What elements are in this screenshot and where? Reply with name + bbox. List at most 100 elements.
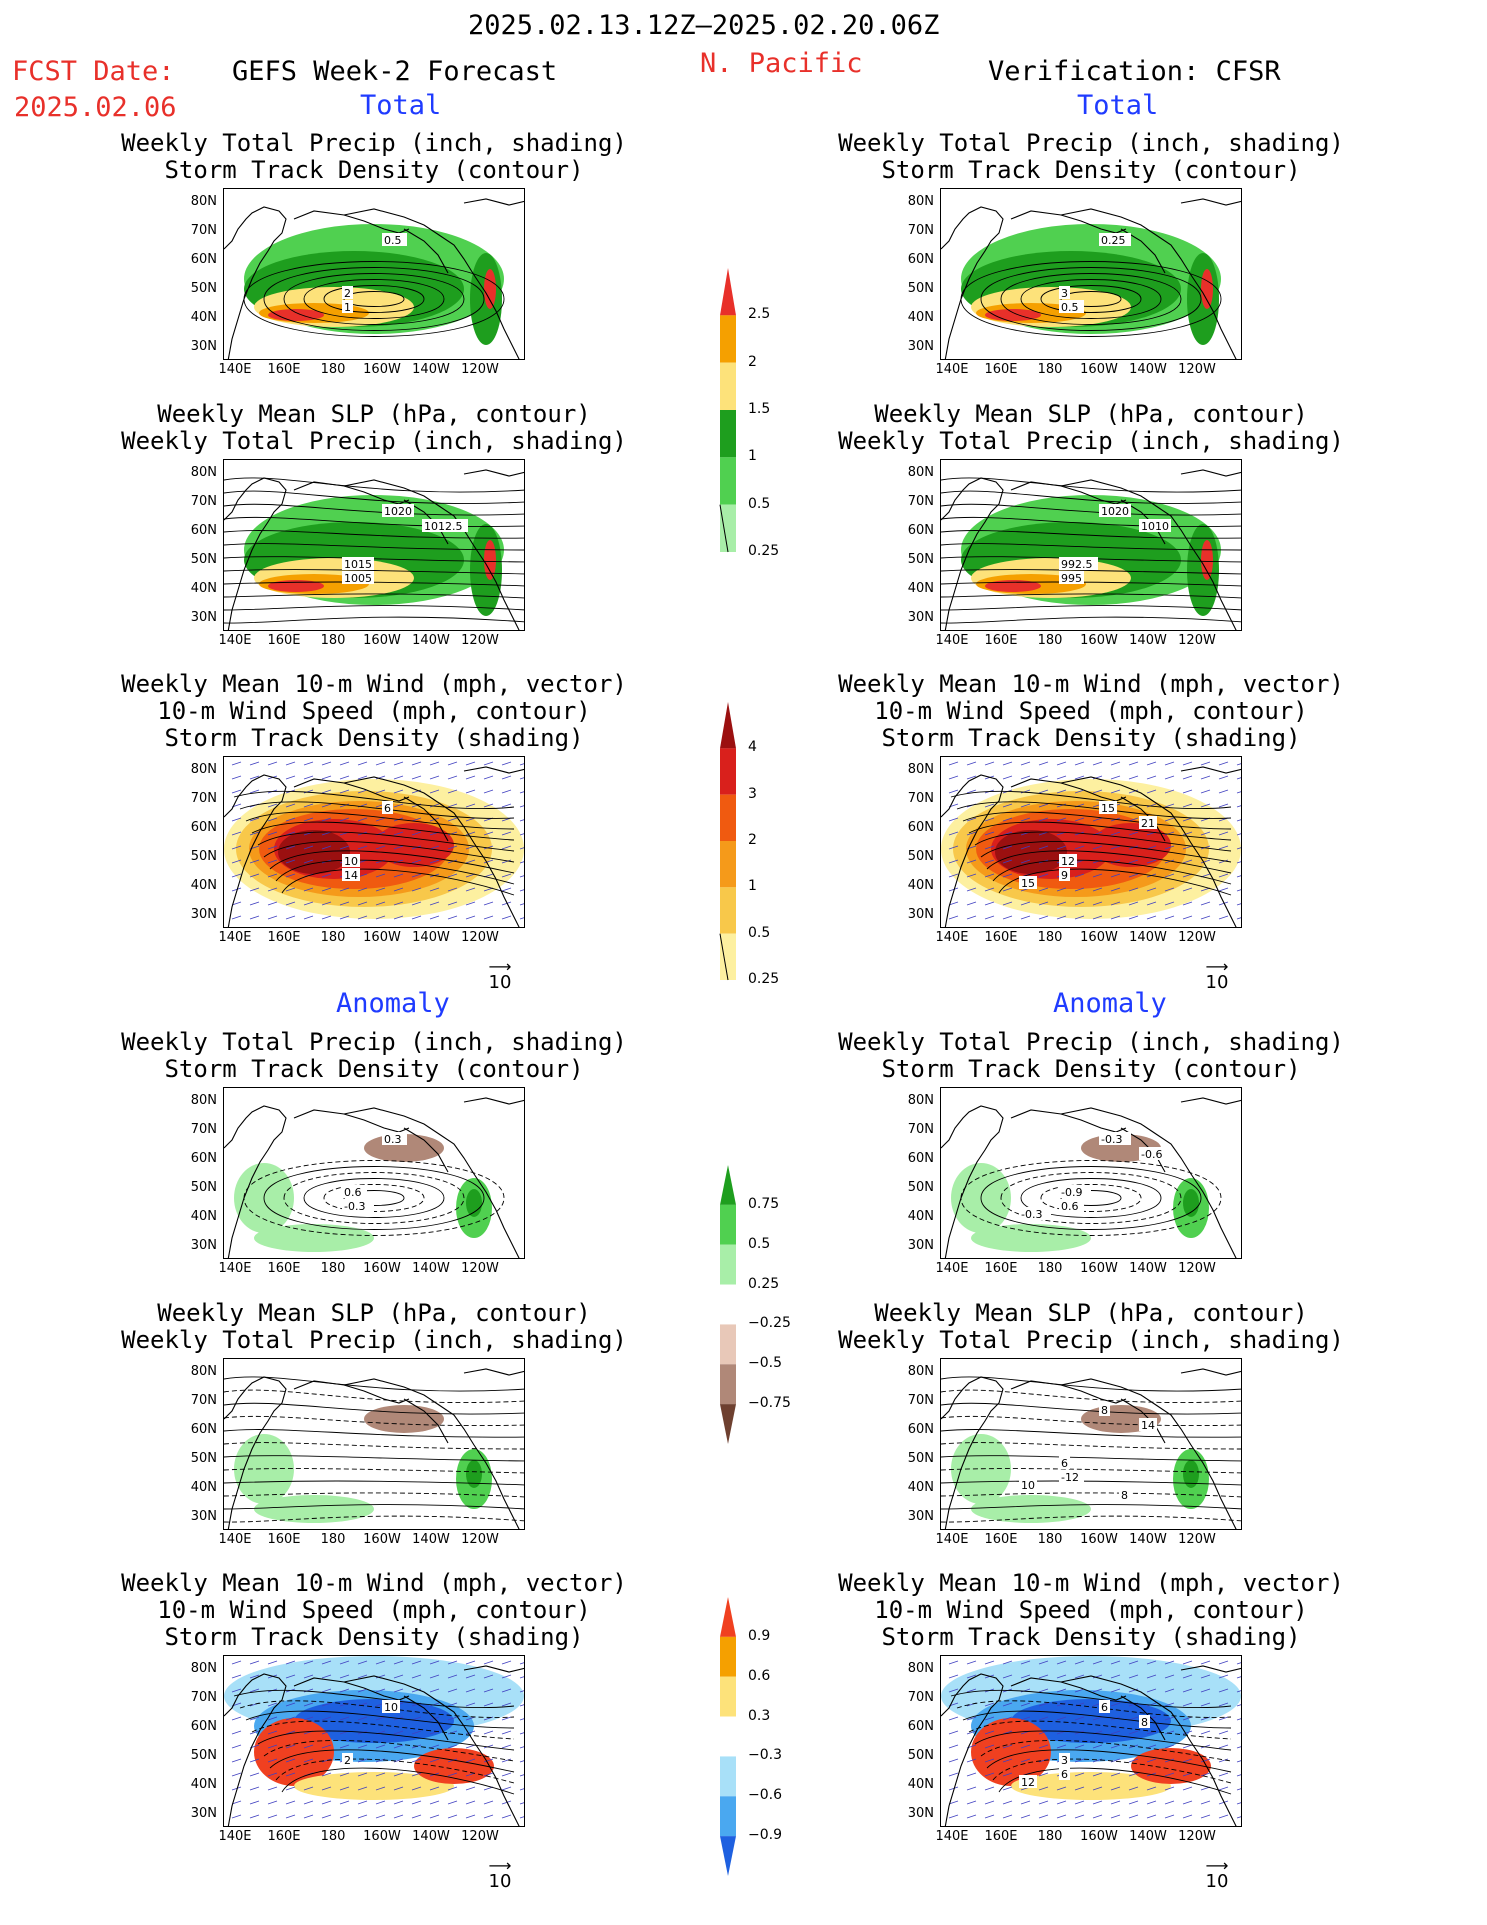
precip_total-swatch xyxy=(720,268,736,316)
p6r-contour-label: 6 xyxy=(1101,1701,1108,1714)
p5l-title: Weekly Mean SLP (hPa, contour) Weekly Tot… xyxy=(94,1300,654,1354)
p4l-lon-tick: 140E xyxy=(218,1261,252,1276)
p6r-title-line: Weekly Mean 10-m Wind (mph, vector) xyxy=(838,1569,1344,1597)
p3l-lon-tick: 140W xyxy=(412,930,450,945)
p1l-lon-tick: 160E xyxy=(267,362,301,377)
p2r-map: 1020 992.5 995 1010 xyxy=(940,459,1242,631)
p3r-lon-tick: 140W xyxy=(1129,930,1167,945)
p2l-contour-label: 1012.5 xyxy=(424,520,463,533)
p4r-title: Weekly Total Precip (inch, shading) Storm… xyxy=(811,1029,1371,1083)
storm_anom-swatch xyxy=(720,1796,736,1837)
p2r-lat-tick: 80N xyxy=(907,465,934,480)
p5r-lat-tick: 40N xyxy=(907,1480,934,1495)
p3r-lon-tick: 180 xyxy=(1037,930,1063,945)
p4r-lat-tick: 40N xyxy=(907,1209,934,1224)
p3l-title: Weekly Mean 10-m Wind (mph, vector) 10-m … xyxy=(94,671,654,752)
p5r-contour-label: -12 xyxy=(1061,1471,1079,1484)
storm_anom-label: −0.9 xyxy=(748,1827,782,1844)
p5l-lat-tick: 50N xyxy=(190,1451,217,1466)
p4r-lon-tick: 160E xyxy=(984,1261,1018,1276)
p1r-title-line: Storm Track Density (contour) xyxy=(881,156,1301,184)
p6r-lat-tick: 80N xyxy=(907,1661,934,1676)
p3r-contour-label: 15 xyxy=(1101,802,1115,815)
precip_anom-swatch xyxy=(720,1364,736,1405)
p3r-title-line: Storm Track Density (shading) xyxy=(881,724,1301,752)
p5l-lon-tick: 160E xyxy=(267,1532,301,1547)
p6r-lat-tick: 60N xyxy=(907,1719,934,1734)
p2l-lat-tick: 40N xyxy=(190,581,217,596)
p2l-contour-label: 1015 xyxy=(344,558,372,571)
p5r-lat-tick: 60N xyxy=(907,1422,934,1437)
p5l-lat-tick: 80N xyxy=(190,1364,217,1379)
p1l-lon-tick: 140E xyxy=(218,362,252,377)
p4r-contour-label: -0.9 xyxy=(1061,1186,1082,1199)
vector-reference-arrow: ⟶ xyxy=(488,957,512,976)
p4l-lat-tick: 80N xyxy=(190,1093,217,1108)
storm_total-swatch xyxy=(720,748,736,795)
storm_total-swatch xyxy=(720,794,736,841)
p5l-map-graphic xyxy=(224,1368,524,1529)
p3r-contour-label: 15 xyxy=(1021,877,1035,890)
p1l-lat-tick: 30N xyxy=(190,339,217,354)
p4l-contour-label: 0.3 xyxy=(384,1133,402,1146)
p4l-lon-tick: 120W xyxy=(461,1261,499,1276)
p2l-lon-tick: 160E xyxy=(267,633,301,648)
right-column-title: Verification: CFSR xyxy=(988,56,1281,87)
p5r-lon-tick: 140E xyxy=(935,1532,969,1547)
storm_total-label: 4 xyxy=(748,739,757,756)
precip_anom-swatch xyxy=(720,1404,736,1444)
p3r-contour-label: 12 xyxy=(1061,855,1075,868)
storm_anom-label: −0.3 xyxy=(748,1747,782,1764)
p6l-lon-tick: 140W xyxy=(412,1829,450,1844)
p4r-contour-label: 0.6 xyxy=(1061,1200,1079,1213)
precip_anom-colorbar xyxy=(720,1165,736,1444)
p1l-lon-tick: 160W xyxy=(363,362,401,377)
p6r-contour-label: 12 xyxy=(1021,1776,1035,1789)
left-anomaly-heading: Anomaly xyxy=(336,988,450,1019)
vector-reference-label: 10 xyxy=(1205,972,1229,993)
vector-reference: ⟶ 10 xyxy=(470,957,530,994)
p6l-title: Weekly Mean 10-m Wind (mph, vector) 10-m … xyxy=(94,1570,654,1651)
precip_total-swatch xyxy=(720,457,736,505)
left-column-title: GEFS Week-2 Forecast xyxy=(232,56,558,87)
p2r-lon-tick: 140W xyxy=(1129,633,1167,648)
vector-reference-label: 10 xyxy=(488,972,512,993)
p3l-title-line: Weekly Mean 10-m Wind (mph, vector) xyxy=(121,670,627,698)
p4r-map-graphic: -0.3 -0.90.6 -0.6 -0.3 xyxy=(941,1097,1241,1258)
right-anomaly-heading: Anomaly xyxy=(1053,988,1167,1019)
p2l-lon-tick: 140W xyxy=(412,633,450,648)
p6l-lon-tick: 180 xyxy=(320,1829,346,1844)
p6r-contour-label: 3 xyxy=(1061,1754,1068,1767)
precip_anom-swatch xyxy=(720,1324,736,1365)
p2r-lat-tick: 70N xyxy=(907,494,934,509)
storm_total-label: 3 xyxy=(748,785,757,802)
p4r-lat-tick: 80N xyxy=(907,1093,934,1108)
p1l-map: 0.5 2 1 xyxy=(223,188,525,360)
storm_anom-swatch xyxy=(720,1756,736,1797)
p5l-lon-tick: 140W xyxy=(412,1532,450,1547)
p3r-lat-tick: 80N xyxy=(907,762,934,777)
p6l-lat-tick: 30N xyxy=(190,1806,217,1821)
p2l-lon-tick: 160W xyxy=(363,633,401,648)
p6l-lon-tick: 120W xyxy=(461,1829,499,1844)
p2l-map: 1020 1015 1005 1012.5 xyxy=(223,459,525,631)
p6l-lat-tick: 40N xyxy=(190,1777,217,1792)
p6r-lon-tick: 140W xyxy=(1129,1829,1167,1844)
p4l-lon-tick: 140W xyxy=(412,1261,450,1276)
p2l-lat-tick: 30N xyxy=(190,610,217,625)
p3l-lon-tick: 180 xyxy=(320,930,346,945)
p6r-title: Weekly Mean 10-m Wind (mph, vector) 10-m … xyxy=(811,1570,1371,1651)
p3r-lat-tick: 60N xyxy=(907,820,934,835)
p6r-lon-tick: 180 xyxy=(1037,1829,1063,1844)
p3r-lat-tick: 30N xyxy=(907,907,934,922)
p1r-lon-tick: 160E xyxy=(984,362,1018,377)
p1l-lat-tick: 70N xyxy=(190,223,217,238)
p5r-lat-tick: 70N xyxy=(907,1393,934,1408)
vector-reference-arrow: ⟶ xyxy=(1205,1856,1229,1875)
storm_total-swatch xyxy=(720,841,736,888)
storm_anom-label: 0.6 xyxy=(748,1667,771,1684)
p1r-title: Weekly Total Precip (inch, shading) Storm… xyxy=(811,130,1371,184)
p5l-lat-tick: 60N xyxy=(190,1422,217,1437)
p5r-lon-tick: 160W xyxy=(1080,1532,1118,1547)
